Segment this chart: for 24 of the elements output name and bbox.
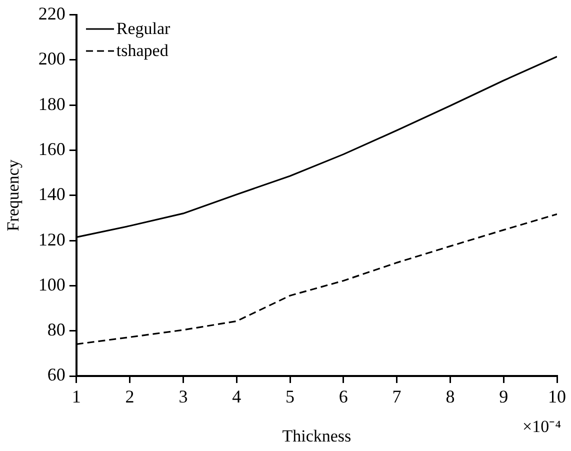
y-tick-label: 200 — [38, 48, 66, 69]
x-tick-label: 1 — [72, 386, 81, 407]
y-tick-label: 80 — [47, 320, 66, 340]
x-tick-label: 6 — [338, 386, 348, 407]
legend-label: tshaped — [116, 40, 168, 62]
x-tick-label: 10 — [548, 386, 566, 407]
y-tick-label: 140 — [38, 184, 66, 204]
x-tick-label: 8 — [446, 386, 455, 407]
x-tick-label: 2 — [125, 386, 134, 407]
x-tick-label: 7 — [392, 386, 402, 407]
x-tick-label: 9 — [499, 386, 508, 407]
y-tick-label: 220 — [38, 4, 66, 24]
y-tick-label: 180 — [38, 94, 66, 114]
y-tick-label: 120 — [38, 229, 66, 250]
x-tick-label: 4 — [232, 386, 242, 407]
x-tick-label: 5 — [286, 386, 294, 407]
legend-label: Regular — [116, 18, 170, 40]
y-tick-label: 160 — [38, 138, 66, 159]
text: ×10⁻⁴ — [522, 417, 562, 436]
y-tick-label: 60 — [47, 364, 66, 385]
x-axis-title: Thickness — [282, 426, 352, 446]
x-tick-label: 3 — [178, 386, 188, 407]
y-tick-label: 100 — [38, 274, 66, 294]
y-axis-title: Frequency — [4, 159, 23, 232]
